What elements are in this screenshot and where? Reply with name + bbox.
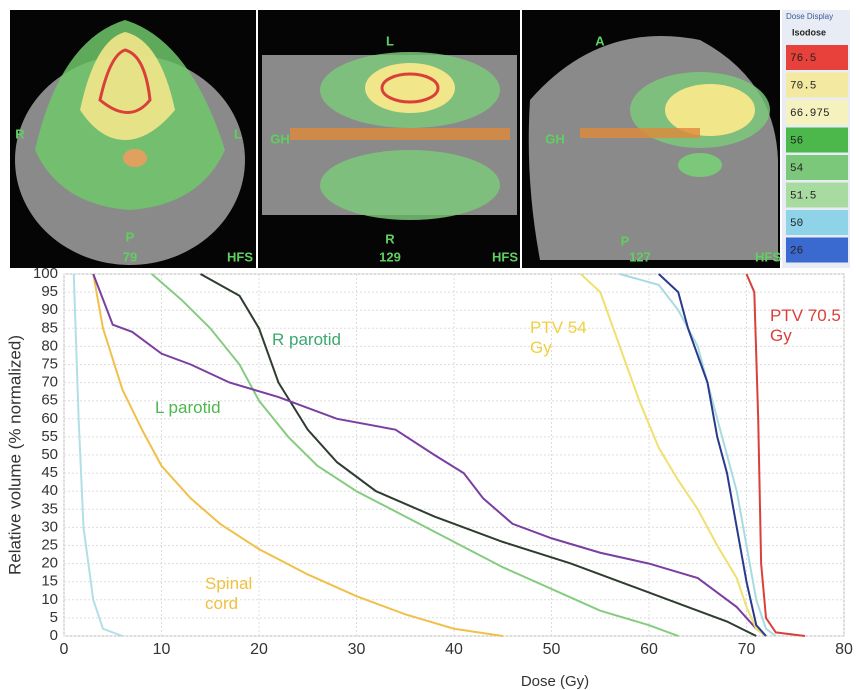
x-axis-label: Dose (Gy): [521, 673, 589, 690]
panel-label: R: [385, 231, 395, 246]
legend-level: 56: [790, 135, 803, 147]
legend-level: 26: [790, 245, 803, 257]
x-tick-label: 10: [153, 641, 171, 658]
y-tick-label: 10: [41, 591, 58, 608]
legend-level: 66.975: [790, 108, 830, 120]
legend-level: 70.5: [790, 80, 816, 92]
y-tick-label: 25: [41, 536, 58, 553]
y-tick-label: 50: [41, 446, 58, 463]
x-tick-label: 50: [543, 641, 561, 658]
y-tick-label: 60: [41, 410, 58, 427]
panel-label: 129: [379, 249, 401, 264]
y-tick-label: 55: [41, 428, 58, 445]
panel-label: 127: [629, 249, 651, 264]
panel-label: 79: [123, 249, 137, 264]
curve-label: Spinal cord: [205, 574, 265, 614]
y-tick-label: 30: [41, 518, 58, 535]
y-tick-label: 65: [41, 392, 58, 409]
y-axis-label: Relative volume (% normalized): [5, 335, 24, 575]
curve-label: PTV 70.5 Gy: [770, 306, 850, 346]
panel-label: HFS: [492, 249, 518, 264]
legend-title: Dose Display: [786, 12, 833, 21]
y-tick-label: 70: [41, 374, 58, 391]
panel-label: L: [386, 33, 394, 48]
x-tick-label: 30: [348, 641, 366, 658]
x-tick-label: 60: [640, 641, 658, 658]
panel-label: P: [621, 233, 630, 248]
panel-label: HFS: [227, 249, 253, 264]
legend-level: 76.5: [790, 53, 816, 65]
curve-label: L parotid: [155, 398, 275, 418]
y-tick-label: 40: [41, 482, 58, 499]
y-tick-label: 0: [50, 627, 58, 644]
figure: RLP79HFSLGHR129HFSAGHP127HFSDose Display…: [0, 0, 859, 690]
y-tick-label: 75: [41, 355, 58, 372]
x-tick-label: 40: [445, 641, 463, 658]
y-tick-label: 15: [41, 573, 58, 590]
y-tick-label: 90: [41, 301, 58, 318]
curve-label: R parotid: [272, 330, 392, 350]
panel-label: HFS: [755, 249, 781, 264]
panel-label: R: [15, 126, 25, 141]
panel-label: GH: [270, 131, 290, 146]
y-tick-label: 85: [41, 319, 58, 336]
panel-label: A: [595, 33, 605, 48]
legend-checkbox: Isodose: [792, 27, 826, 37]
chart: RLP79HFSLGHR129HFSAGHP127HFSDose Display…: [0, 0, 859, 690]
panel-label: L: [234, 126, 242, 141]
panel-label: P: [126, 229, 135, 244]
y-tick-label: 100: [33, 265, 58, 282]
curve-label: PTV 54 Gy: [530, 318, 590, 358]
x-tick-label: 70: [738, 641, 756, 658]
x-tick-label: 0: [60, 641, 69, 658]
legend-level: 51.5: [790, 190, 816, 202]
y-tick-label: 95: [41, 283, 58, 300]
x-tick-label: 20: [250, 641, 268, 658]
panel-label: GH: [545, 131, 565, 146]
legend-level: 50: [790, 218, 803, 230]
legend-level: 54: [790, 163, 804, 175]
x-tick-label: 80: [835, 641, 853, 658]
y-tick-label: 45: [41, 464, 58, 481]
y-tick-label: 20: [41, 555, 58, 572]
y-tick-label: 80: [41, 337, 58, 354]
y-tick-label: 35: [41, 500, 58, 517]
ct-panel: [258, 10, 520, 268]
y-tick-label: 5: [50, 609, 58, 626]
